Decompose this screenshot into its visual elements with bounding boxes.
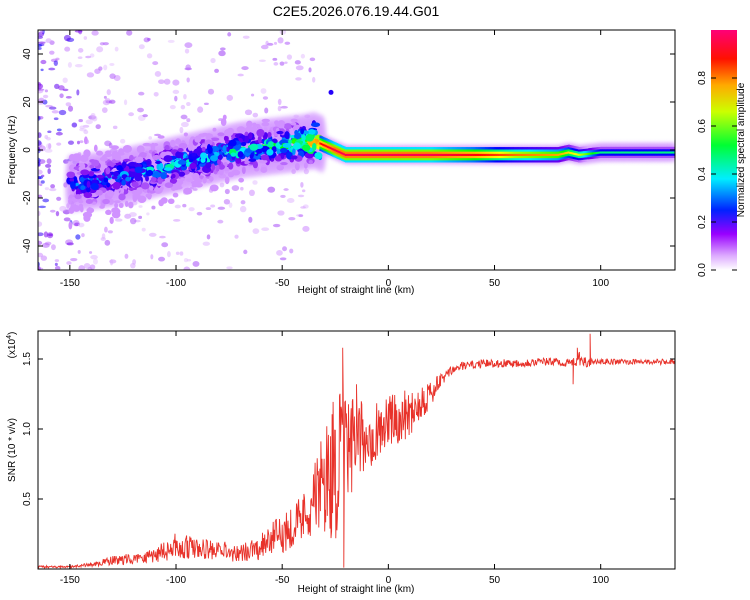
snr-background [38,331,675,569]
colorbar-tick-label: 0.4 [697,167,708,181]
spectrogram-x-tick-label: 100 [592,278,609,289]
spectrogram-y-tick-label: 20 [22,96,33,108]
snr-x-tick-label: 0 [386,575,392,586]
snr-y-tick-label: 0.5 [22,492,33,506]
spectrogram-y-tick-label: -20 [22,190,33,205]
spectrogram-x-label: Height of straight line (km) [298,285,415,296]
snr-y-tick-label: 1.5 [22,352,33,366]
spectrogram-x-axis: -150 -100 -50 0 50 100 [60,30,609,289]
snr-y-tick-label: 1.0 [22,422,33,436]
spectrogram-panel: -150 -100 -50 0 50 100 -40 -20 0 20 40 Height of … [7,29,676,296]
snr-x-tick-label: 50 [489,575,501,586]
svg-text:(x104): (x104) [6,332,18,359]
colorbar-gradient [711,30,737,270]
spectrogram-y-label: Frequency (Hz) [7,116,18,185]
spectrogram-y-tick-label: 0 [22,147,33,153]
spectrogram-x-tick-label: -150 [60,278,80,289]
spectrogram-y-tick-label: -40 [22,238,33,253]
colorbar-tick-label: 0.6 [697,119,708,133]
snr-x-tick-label: 100 [592,575,609,586]
spectrogram-x-tick-label: -100 [166,278,186,289]
colorbar-tick-label: 0.2 [697,215,708,229]
snr-y-axis: 0.5 1.0 1.5 [22,352,675,506]
chart-title: C2E5.2026.076.19.44.G01 [273,3,440,19]
snr-panel: -150 -100 -50 0 50 100 0.5 1.0 1.5 Height of st… [6,330,676,595]
colorbar-ticks: 0.0 0.2 0.4 0.6 0.8 [697,71,737,277]
snr-scale-exponent: 4 [6,335,13,339]
snr-y-label: SNR (10 * v/v) [7,418,18,482]
colorbar: 0.0 0.2 0.4 0.6 0.8 Normalized spectral ampl… [697,30,747,277]
snr-scale-prefix: (x10 [7,338,18,358]
spectrogram-heat-layer [38,30,675,270]
snr-series-line [38,333,675,569]
colorbar-tick-label: 0.8 [697,71,708,85]
spectrogram-y-axis: -40 -20 0 20 40 [22,48,675,253]
snr-frame [37,330,676,570]
snr-x-label: Height of straight line (km) [298,584,415,595]
snr-x-tick-label: -50 [275,575,290,586]
snr-scale-label: (x104) [6,332,18,359]
colorbar-tick-label: 0.0 [697,263,708,277]
colorbar-label: Normalized spectral amplitude [736,82,747,217]
spectrogram-x-tick-label: -50 [275,278,290,289]
spectrogram-y-tick-label: 40 [22,48,33,60]
snr-x-tick-label: -150 [60,575,80,586]
spectrogram-x-tick-label: 0 [386,278,392,289]
snr-x-tick-label: -100 [166,575,186,586]
spectrogram-x-tick-label: 50 [489,278,501,289]
snr-x-axis: -150 -100 -50 0 50 100 [60,331,609,586]
